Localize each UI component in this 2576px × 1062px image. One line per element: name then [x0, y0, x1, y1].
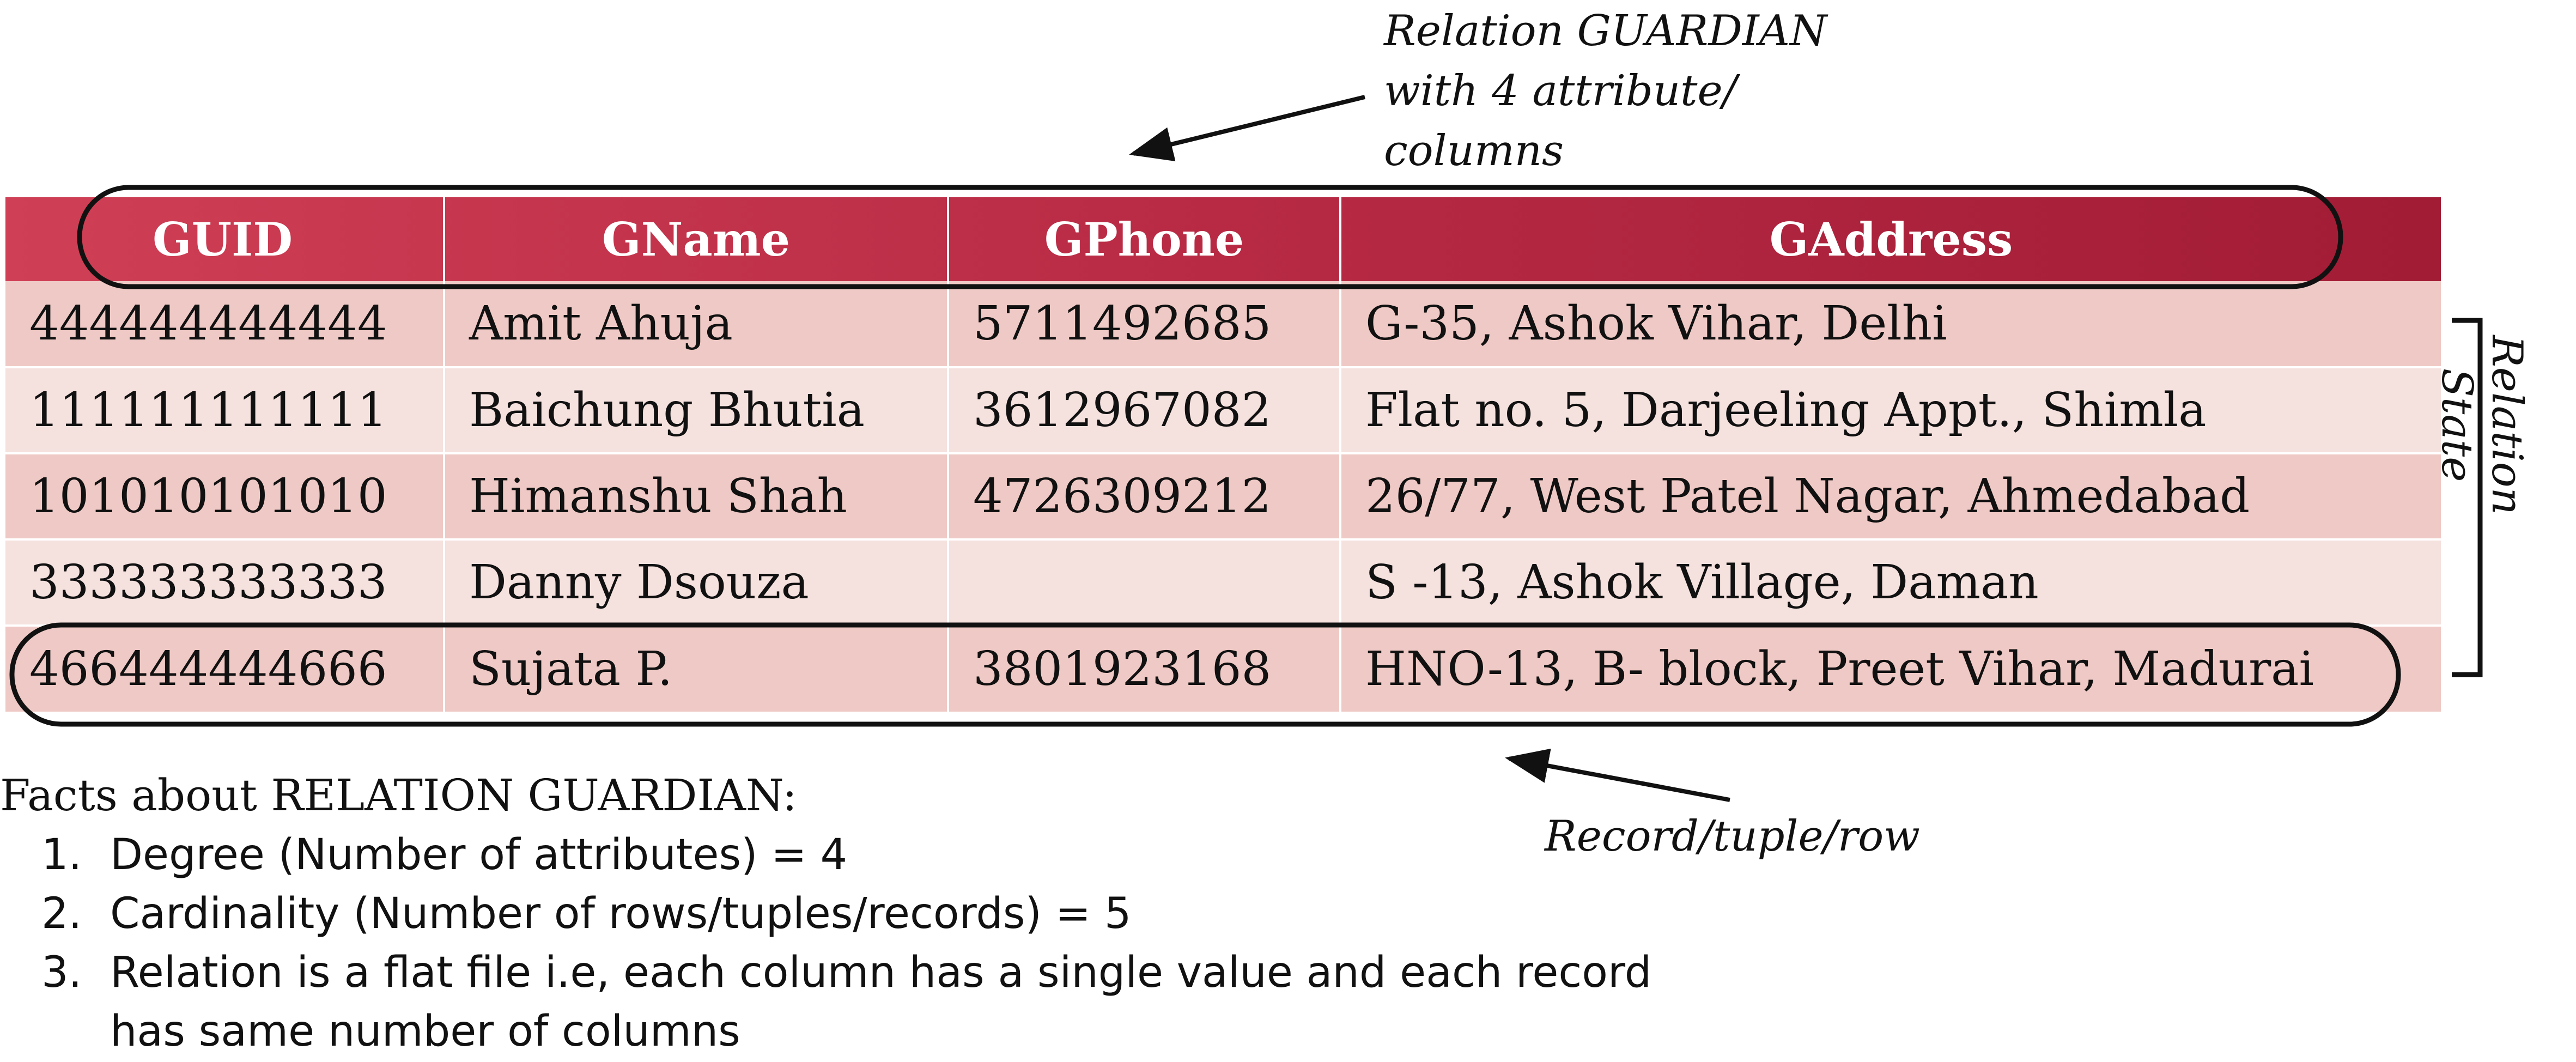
fact-item: 2. Cardinality (Number of rows/tuples/re…: [0, 884, 1651, 943]
column-header-gphone: GPhone: [948, 197, 1341, 281]
table-row: 466444444666 Sujata P. 3801923168 HNO-13…: [5, 624, 2441, 712]
cell-guid: 444444444444: [5, 281, 445, 367]
cell-guid: 101010101010: [5, 452, 445, 539]
fact-number: 3.: [41, 948, 82, 997]
table-row: 333333333333 Danny Dsouza S -13, Ashok V…: [5, 538, 2441, 626]
fact-number: 2.: [41, 889, 82, 938]
header-row: GUID GName GPhone GAddress: [5, 197, 2441, 281]
guardian-relation-table: GUID GName GPhone GAddress 444444444444 …: [5, 197, 2441, 712]
cell-gaddress: G-35, Ashok Vihar, Delhi: [1365, 296, 1947, 351]
record-arrow: [1505, 748, 1730, 802]
fact-text: Cardinality (Number of rows/tuples/recor…: [110, 889, 1132, 938]
table-row: 111111111111 Baichung Bhutia 3612967082 …: [5, 366, 2441, 453]
cell-gaddress: S -13, Ashok Village, Daman: [1340, 538, 2441, 626]
cell-guid: 466444444666: [5, 624, 445, 712]
cell-gphone: 3612967082: [948, 366, 1341, 453]
facts-heading: Facts about RELATION GUARDIAN:: [0, 770, 798, 821]
column-header-gaddress: GAddress: [1769, 212, 2013, 266]
column-header-guid: GUID: [5, 197, 445, 281]
relation-state-callout: Relation State: [2432, 335, 2531, 515]
facts-list: 1. Degree (Number of attributes) = 4 2. …: [0, 826, 1651, 1061]
cell-gphone: [948, 538, 1341, 626]
fact-item: 3. Relation is a flat file i.e, each col…: [0, 943, 1651, 1061]
attributes-arrow: [1129, 95, 1365, 161]
cell-gname: Sujata P.: [444, 624, 949, 712]
cell-gphone: 3801923168: [948, 624, 1341, 712]
table-row: 444444444444 Amit Ahuja 5711492685 G-35,…: [5, 281, 2441, 367]
cell-gaddress: HNO-13, B- block, Preet Vihar, Madurai: [1340, 624, 2441, 712]
cell-gphone: 5711492685: [948, 281, 1341, 367]
cell-guid: 333333333333: [5, 538, 445, 626]
table-row: 101010101010 Himanshu Shah 4726309212 26…: [5, 452, 2441, 539]
cell-gname: Danny Dsouza: [444, 538, 949, 626]
fact-text: Relation is a flat file i.e, each column…: [110, 948, 1652, 1056]
attributes-callout: Relation GUARDIAN with 4 attribute/ colu…: [1384, 7, 1827, 175]
cell-gname: Himanshu Shah: [444, 452, 949, 539]
fact-text: Degree (Number of attributes) = 4: [110, 830, 848, 879]
cell-gaddress: 26/77, West Patel Nagar, Ahmedabad: [1340, 452, 2441, 539]
cell-gphone: 4726309212: [948, 452, 1341, 539]
column-header-gname: GName: [444, 197, 949, 281]
cell-guid: 111111111111: [5, 366, 445, 453]
cell-gaddress: Flat no. 5, Darjeeling Appt., Shimla: [1340, 366, 2441, 453]
cell-gname: Baichung Bhutia: [444, 366, 949, 453]
cell-gname: Amit Ahuja: [444, 281, 949, 367]
fact-item: 1. Degree (Number of attributes) = 4: [0, 826, 1651, 884]
record-callout: Record/tuple/row: [1545, 812, 1920, 861]
fact-number: 1.: [41, 830, 82, 879]
